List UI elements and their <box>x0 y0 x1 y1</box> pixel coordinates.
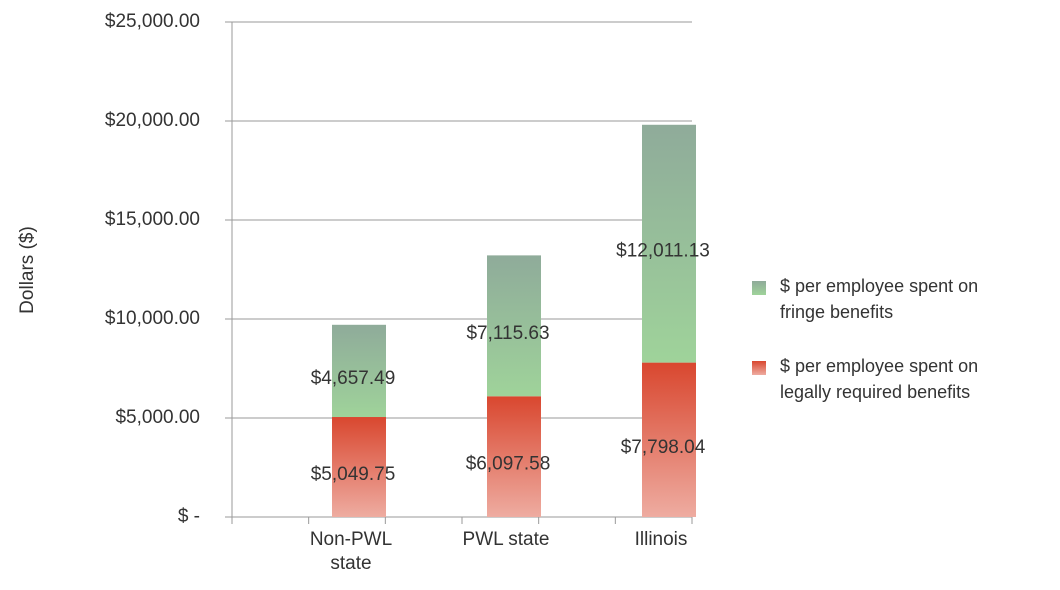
x-tick-label: PWL state <box>462 529 550 550</box>
value-label: $4,657.49 <box>311 368 396 389</box>
x-tick-label: Non-PWL state <box>309 529 393 574</box>
legend-label: $ per employee spent on fringe benefits <box>780 276 979 322</box>
legend-swatch <box>752 361 766 375</box>
y-tick-label: $10,000.00 <box>105 308 200 329</box>
y-tick-label: $5,000.00 <box>115 407 200 428</box>
value-label: $5,049.75 <box>311 464 396 485</box>
legend-label: $ per employee spent on legally required… <box>780 356 979 402</box>
y-tick-label: $20,000.00 <box>105 110 200 131</box>
legend-item: $ per employee spent on fringe benefits <box>752 276 1052 325</box>
value-label: $7,115.63 <box>466 323 549 344</box>
y-tick-label: $15,000.00 <box>105 209 200 230</box>
y-tick-label: $25,000.00 <box>105 11 200 32</box>
y-axis-label: Dollars ($) <box>17 226 38 314</box>
bar-segment <box>332 324 386 418</box>
bar-segment <box>487 396 541 517</box>
x-tick-label: Illinois <box>634 529 688 550</box>
bar-segment <box>332 417 386 517</box>
bar-segment <box>642 362 696 517</box>
legend-item: $ per employee spent on legally required… <box>752 356 1052 405</box>
value-label: $6,097.58 <box>466 454 551 475</box>
y-tick-label: $ - <box>178 506 200 527</box>
value-label: $7,798.04 <box>621 437 706 458</box>
legend-swatch <box>752 281 766 295</box>
bar-segment <box>642 124 696 363</box>
bar-segment <box>487 255 541 397</box>
value-label: $12,011.13 <box>616 241 710 262</box>
